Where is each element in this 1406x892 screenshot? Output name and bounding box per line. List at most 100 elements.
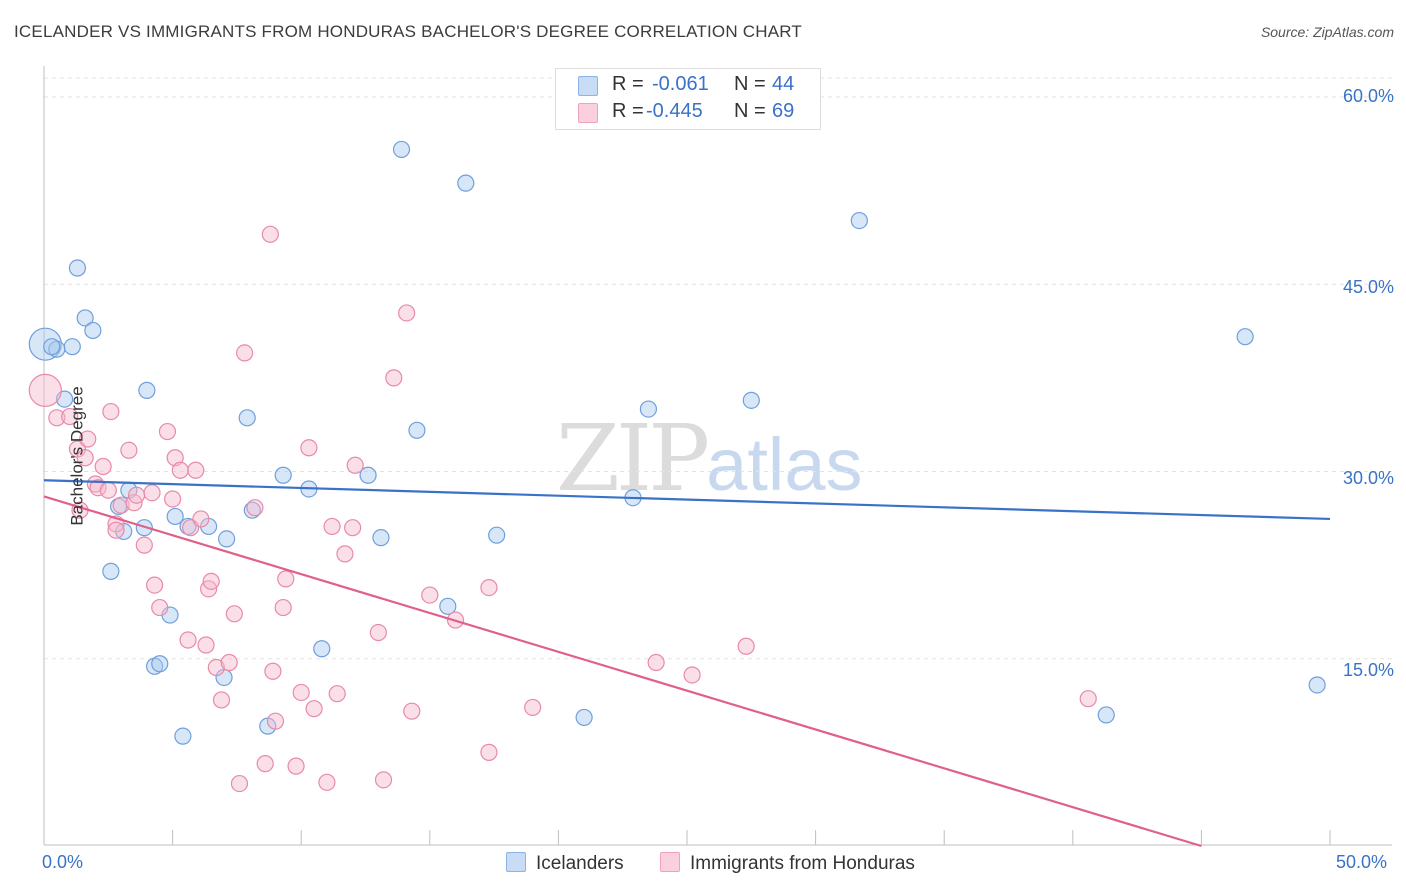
honduras-point [256,755,274,773]
honduras-point [480,743,498,761]
icelanders-points [28,140,1326,745]
honduras-point [261,225,279,243]
legend-n-label: N = [734,73,766,95]
honduras-point [287,757,305,775]
icelanders-point [238,409,256,427]
icelanders-point [102,562,120,580]
watermark-atlas: atlas [706,423,863,506]
honduras-point [225,605,243,623]
icelanders-point [575,708,593,727]
watermark: ZIPatlas [556,405,862,512]
icelanders-point [457,174,475,192]
icelanders-point [1097,706,1115,724]
honduras-point [135,536,153,554]
honduras-point [120,441,138,459]
honduras-point [212,691,231,709]
honduras-point [230,774,249,793]
legend-label-icelanders: Icelanders [536,853,624,874]
honduras-point [79,430,97,448]
icelanders-point [850,211,868,230]
legend-swatch-pink [660,852,680,872]
icelanders-point [274,466,292,484]
honduras-point [398,304,416,322]
honduras-point [274,598,292,617]
honduras-point [164,490,182,508]
icelanders-trend-line [43,479,1331,521]
icelanders-point [1308,676,1326,694]
chart-title: ICELANDER VS IMMIGRANTS FROM HONDURAS BA… [14,22,802,41]
honduras-point [403,702,421,720]
legend-r-label: R = [612,73,644,95]
y-tick-60: 60.0% [1342,86,1394,106]
honduras-point [112,496,130,514]
icelanders-point [28,327,62,361]
correlation-legend: R = -0.061 N = 44 R = -0.445 N = 69 [555,68,821,130]
x-tick-max: 50.0% [1336,852,1388,872]
legend-item-icelanders: Icelanders [506,852,624,875]
honduras-point [187,461,205,479]
honduras-point [158,422,177,441]
honduras-point [336,545,354,563]
icelanders-point [84,321,102,340]
honduras-point [385,369,403,387]
legend-r-value: -0.061 [652,73,709,95]
honduras-point [99,481,117,499]
honduras-point [266,712,285,730]
honduras-point [246,499,264,517]
honduras-point [264,662,282,680]
icelanders-point [174,727,192,745]
axes [43,66,1392,846]
honduras-point [197,636,215,654]
icelanders-point [488,526,506,544]
legend-swatch-blue [506,852,526,872]
honduras-trend-line [43,495,1202,848]
honduras-point [28,373,62,407]
legend-n-value: 69 [772,100,795,122]
icelanders-point [639,400,658,418]
icelanders-point [76,309,94,327]
honduras-point [1079,690,1097,708]
honduras-point [480,578,498,597]
icelanders-point [313,640,331,658]
honduras-point [346,456,364,474]
honduras-point [145,576,164,594]
honduras-point [107,521,125,539]
honduras-point [151,598,169,617]
honduras-point [318,773,336,791]
y-axis-label: Bachelor's Degree [67,386,87,526]
honduras-point [192,510,210,528]
legend-r-label: R = [612,100,644,122]
legend-n-value: 44 [772,73,795,95]
honduras-point [737,637,755,655]
legend-item-honduras: Immigrants from Honduras [660,852,915,875]
honduras-point [421,586,439,604]
legend-label-honduras: Immigrants from Honduras [690,853,915,874]
honduras-point [300,439,318,457]
icelanders-point [1236,328,1254,346]
honduras-point [683,666,701,684]
honduras-point [292,683,310,702]
icelanders-point [218,530,236,548]
honduras-point [48,409,66,427]
honduras-point [171,461,189,479]
y-tick-45: 45.0% [1342,277,1394,297]
honduras-point [127,486,146,504]
honduras-point [207,658,225,677]
honduras-point [305,700,323,718]
honduras-points [28,225,1097,793]
honduras-point [143,484,161,502]
honduras-point [179,631,197,649]
legend-n-label: N = [734,100,766,122]
trend-lines [43,479,1331,848]
honduras-point [369,623,387,642]
legend-swatch-blue [578,76,598,96]
icelanders-point [43,338,61,356]
honduras-point [61,407,79,426]
x-tick-min: 0.0% [42,852,84,872]
y-tick-30: 30.0% [1342,468,1394,488]
icelanders-point [742,391,760,409]
icelanders-point [63,338,81,356]
legend-r-value: -0.445 [646,100,703,122]
icelanders-point [151,655,169,673]
